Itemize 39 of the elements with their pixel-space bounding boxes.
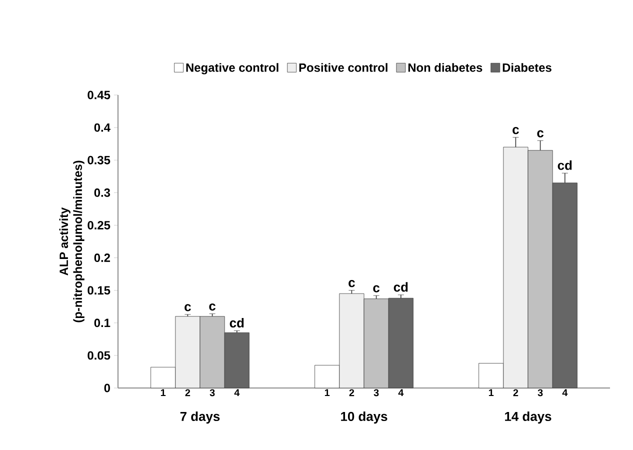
text: 2 bbox=[185, 389, 190, 396]
text: 3 bbox=[538, 389, 543, 396]
legend-label: Diabetes bbox=[502, 63, 552, 72]
annotation: c bbox=[184, 304, 191, 312]
annotation: c bbox=[209, 303, 216, 311]
legend-label: Negative control bbox=[186, 63, 278, 74]
text: 3 bbox=[374, 389, 379, 396]
text: 4 bbox=[562, 389, 568, 396]
y-tick-label: 0.25 bbox=[88, 220, 110, 230]
x-tick-label: 10 days bbox=[341, 412, 388, 424]
y-tick-label: 0.45 bbox=[88, 90, 110, 100]
annotation: c bbox=[512, 127, 519, 134]
y-axis-title: ALP activity (p-nitrophenolμmol/minutes) bbox=[59, 160, 84, 322]
legend-label: Non diabetes bbox=[408, 63, 482, 72]
text: 1 bbox=[160, 389, 166, 396]
x-tick-label: 7 days bbox=[180, 412, 220, 424]
y-tick-label: 0.1 bbox=[94, 318, 110, 328]
annotation: c bbox=[537, 130, 544, 138]
annotation: c bbox=[348, 280, 355, 288]
text: 1 bbox=[488, 389, 494, 396]
text: 2 bbox=[513, 389, 518, 396]
text: 1 bbox=[324, 389, 330, 396]
x-tick-label: 14 days bbox=[505, 412, 552, 424]
annotation: cd bbox=[394, 282, 408, 292]
text: 2 bbox=[349, 389, 354, 396]
y-tick-label: 0.2 bbox=[94, 254, 110, 262]
y-tick-label: 0.15 bbox=[88, 286, 110, 295]
y-tick-label: 0 bbox=[104, 384, 110, 392]
legend-label: Positive control bbox=[299, 63, 388, 72]
y-tick-label: 0.4 bbox=[94, 123, 110, 132]
annotation: cd bbox=[558, 160, 572, 170]
text: 4 bbox=[398, 389, 404, 396]
annotation: c bbox=[373, 285, 380, 292]
y-tick-label: 0.35 bbox=[88, 156, 110, 164]
y-tick-label: 0.3 bbox=[94, 188, 110, 197]
text: 3 bbox=[210, 389, 215, 396]
y-tick-label: 0.05 bbox=[88, 351, 110, 360]
text: 4 bbox=[234, 389, 240, 396]
annotation: cd bbox=[230, 318, 244, 328]
